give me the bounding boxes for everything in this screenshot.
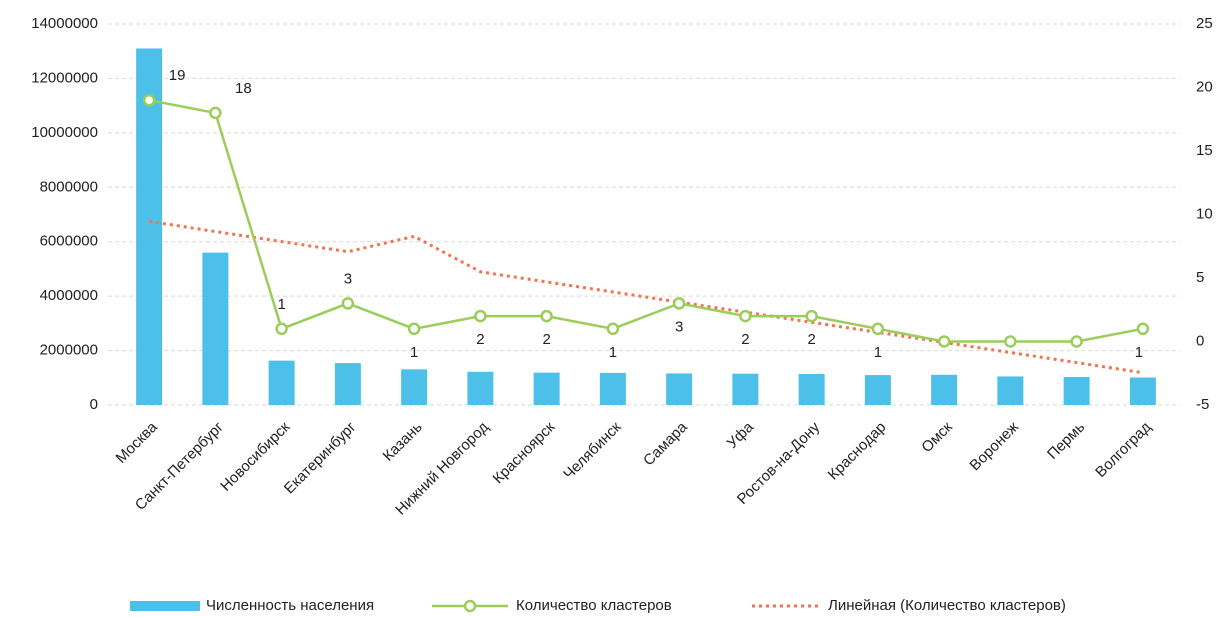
bar xyxy=(401,369,428,405)
marker xyxy=(937,335,951,348)
y-tick-label: 0 xyxy=(90,396,98,413)
data-label: 2 xyxy=(807,331,815,348)
x-tick-label: Казань xyxy=(380,418,426,464)
bar xyxy=(732,373,759,405)
x-tick-label: Москва xyxy=(113,418,162,467)
bar xyxy=(136,48,163,405)
bar xyxy=(798,373,825,405)
legend-label: Количество кластеров xyxy=(516,597,672,614)
y-tick-label: 12000000 xyxy=(31,69,98,86)
y2-tick-label: 0 xyxy=(1196,332,1204,349)
bar xyxy=(334,363,361,405)
y2-tick-label: 5 xyxy=(1196,269,1204,286)
data-label: 1 xyxy=(1135,344,1143,361)
bar xyxy=(864,375,891,405)
bar xyxy=(467,371,494,405)
y-tick-label: 4000000 xyxy=(40,287,98,304)
y2-tick-label: 25 xyxy=(1196,15,1213,32)
bar xyxy=(666,373,693,405)
x-tick-label: Волгоград xyxy=(1092,418,1155,481)
data-label: 1 xyxy=(874,344,882,361)
bar xyxy=(997,376,1024,405)
x-tick-label: Уфа xyxy=(724,418,758,452)
legend-marker xyxy=(463,599,477,613)
bar xyxy=(268,360,295,405)
legend-label: Численность населения xyxy=(206,597,374,614)
y2-tick-label: 20 xyxy=(1196,78,1213,95)
marker xyxy=(1070,335,1083,348)
marker xyxy=(1136,322,1150,336)
y2-tick-label: -5 xyxy=(1196,396,1209,413)
marker xyxy=(739,309,752,323)
legend-swatch xyxy=(130,601,200,611)
x-tick-label: Самара xyxy=(640,418,691,469)
line xyxy=(148,98,1144,343)
marker xyxy=(805,309,818,323)
x-tick-label: Пермь xyxy=(1044,418,1088,462)
y-tick-label: 6000000 xyxy=(40,233,98,250)
marker xyxy=(606,322,620,336)
data-label: 1 xyxy=(277,296,285,313)
legend-label: Линейная (Количество кластеров) xyxy=(828,597,1066,614)
data-label: 3 xyxy=(675,318,683,335)
trend-line xyxy=(148,219,1144,375)
marker xyxy=(275,322,288,336)
data-label: 19 xyxy=(169,67,186,84)
y-tick-label: 8000000 xyxy=(40,178,98,195)
y2-tick-label: 15 xyxy=(1196,142,1213,159)
x-tick-label: Краснодар xyxy=(825,419,890,484)
x-tick-label: Красноярск xyxy=(490,418,559,487)
bar xyxy=(202,252,229,405)
y2-tick-label: 10 xyxy=(1196,205,1213,222)
x-tick-label: Омск xyxy=(918,418,956,456)
y-tick-label: 14000000 xyxy=(31,15,98,32)
data-label: 18 xyxy=(235,80,252,97)
bar xyxy=(533,372,560,405)
data-label: 1 xyxy=(609,344,617,361)
bar xyxy=(1129,377,1156,405)
marker xyxy=(871,322,885,336)
marker xyxy=(1004,335,1017,348)
marker xyxy=(209,106,222,120)
y-tick-label: 2000000 xyxy=(40,342,98,359)
marker xyxy=(672,297,686,310)
data-label: 1 xyxy=(410,344,418,361)
marker xyxy=(540,309,553,323)
data-label: 3 xyxy=(344,270,352,287)
y-tick-label: 10000000 xyxy=(31,124,98,141)
x-tick-label: Челябинск xyxy=(560,418,625,483)
marker xyxy=(341,297,355,310)
data-label: 2 xyxy=(542,331,550,348)
marker xyxy=(474,309,487,323)
bar xyxy=(599,372,626,405)
data-label: 2 xyxy=(741,331,749,348)
marker xyxy=(142,93,156,107)
bar xyxy=(1063,376,1090,405)
data-label: 2 xyxy=(476,331,484,348)
bar xyxy=(931,374,958,405)
x-tick-label: Воронеж xyxy=(966,419,1022,475)
marker xyxy=(407,322,421,336)
